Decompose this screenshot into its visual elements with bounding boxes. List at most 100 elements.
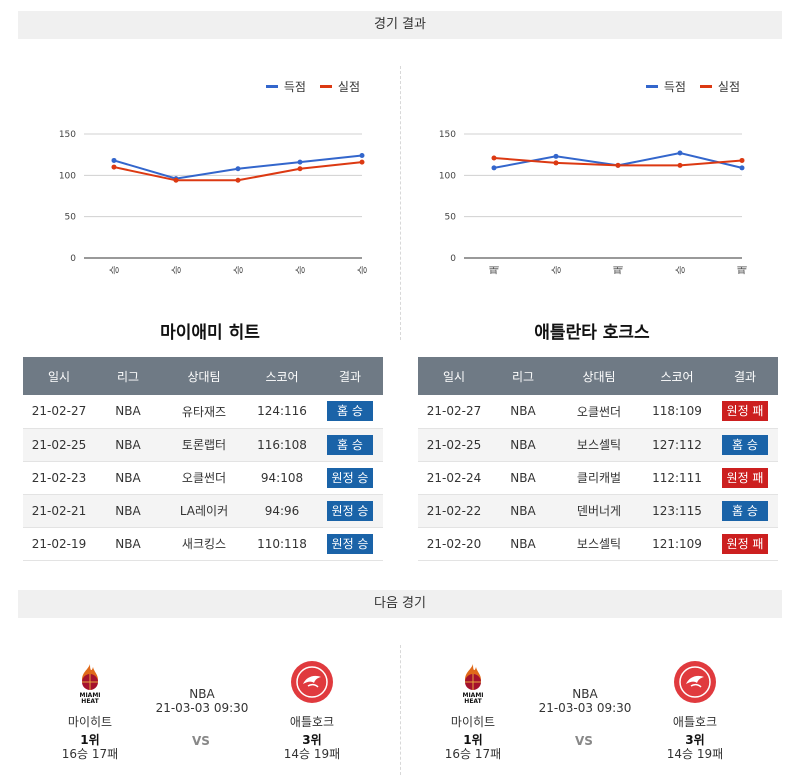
legend-conceded-swatch xyxy=(319,85,332,88)
x-tick-label: 승 xyxy=(357,265,369,274)
chart-heat-svg: 0 50 100 150 승 승 승 승 승 xyxy=(59,130,369,275)
result-cell: 원정 승 xyxy=(317,494,383,528)
team-title-hawks: 애틀란타 호크스 xyxy=(534,323,650,343)
home-team-record: 16승 17패 xyxy=(444,747,502,761)
home-team-info: 마이히트 1위 16승 17패 xyxy=(423,715,523,761)
opponent-cell: LA레이커 xyxy=(161,494,247,528)
column-divider xyxy=(400,66,401,340)
x-tick-label: 승 xyxy=(233,265,245,274)
home-team-logo[interactable]: MIAMI HEAT xyxy=(68,660,112,705)
away-team-info: 애틀호크 3위 14승 19패 xyxy=(262,715,362,761)
away-team-logo[interactable] xyxy=(673,660,717,704)
data-point-conceded xyxy=(553,160,559,166)
date-cell: 21-02-23 xyxy=(23,461,95,495)
data-point-conceded xyxy=(235,177,241,183)
data-point-conceded xyxy=(491,155,497,161)
svg-text:HEAT: HEAT xyxy=(464,698,482,704)
result-badge: 원정 승 xyxy=(327,533,373,554)
data-point-scored xyxy=(491,165,497,171)
table-header-row: 일시 리그 상대팀 스코어 결과 xyxy=(418,357,778,395)
result-cell: 원정 패 xyxy=(712,395,778,429)
date-cell: 21-02-25 xyxy=(418,428,490,462)
date-cell: 21-02-20 xyxy=(418,527,490,561)
match-info: NBA 21-03-03 09:30 xyxy=(150,687,254,715)
data-point-conceded xyxy=(677,162,683,168)
home-team-rank: 1위 xyxy=(80,733,100,747)
hawks-logo-icon xyxy=(291,661,333,703)
column-header: 결과 xyxy=(712,357,778,395)
date-cell: 21-02-25 xyxy=(23,428,95,462)
x-tick-label: 패 xyxy=(489,265,501,274)
x-tick-label: 패 xyxy=(613,265,625,274)
result-badge: 홈 승 xyxy=(327,434,373,455)
chart-hawks-svg: 0 50 100 150 패 승 패 승 패 xyxy=(439,130,749,275)
next-column-divider xyxy=(400,645,401,775)
result-cell: 홈 승 xyxy=(712,428,778,462)
opponent-cell: 클리캐벌 xyxy=(556,461,642,495)
data-point-scored xyxy=(677,150,683,156)
legend-conceded-swatch xyxy=(699,85,712,88)
data-point-conceded xyxy=(173,177,179,183)
x-tick-label: 승 xyxy=(171,265,183,274)
date-cell: 21-02-19 xyxy=(23,527,95,561)
legend-conceded-label: 실점 xyxy=(337,80,360,94)
team-title-heat: 마이애미 히트 xyxy=(160,323,260,343)
result-badge: 원정 승 xyxy=(327,500,373,521)
league-cell: NBA xyxy=(95,428,161,462)
y-tick-label: 50 xyxy=(65,213,77,223)
legend-scored[interactable]: 득점 xyxy=(645,78,686,95)
league-cell: NBA xyxy=(490,428,556,462)
match-info: NBA 21-03-03 09:30 xyxy=(533,687,637,715)
column-header: 일시 xyxy=(23,357,95,395)
league-cell: NBA xyxy=(490,527,556,561)
table-row: 21-02-21 NBA LA레이커 94:96 원정 승 xyxy=(23,494,383,528)
x-tick-label: 승 xyxy=(109,265,121,274)
data-point-scored xyxy=(297,159,303,165)
legend-conceded[interactable]: 실점 xyxy=(319,78,360,95)
y-tick-label: 100 xyxy=(59,171,76,181)
data-point-scored xyxy=(739,165,745,171)
result-cell: 원정 승 xyxy=(317,527,383,561)
data-point-scored xyxy=(553,153,559,159)
result-badge: 원정 패 xyxy=(722,533,768,554)
svg-text:MIAMI: MIAMI xyxy=(79,692,100,699)
column-header: 스코어 xyxy=(642,357,712,395)
column-header: 결과 xyxy=(317,357,383,395)
opponent-cell: 새크킹스 xyxy=(161,527,247,561)
away-team-rank: 3위 xyxy=(685,733,705,747)
table-header-row: 일시 리그 상대팀 스코어 결과 xyxy=(23,357,383,395)
result-cell: 원정 패 xyxy=(712,461,778,495)
next-section-title: 다음 경기 xyxy=(18,590,782,618)
y-tick-label: 100 xyxy=(439,171,456,181)
data-point-conceded xyxy=(615,162,621,168)
league-cell: NBA xyxy=(490,461,556,495)
home-team-info: 마이히트 1위 16승 17패 xyxy=(40,715,140,761)
data-point-conceded xyxy=(739,157,745,163)
results-section-title: 경기 결과 xyxy=(18,11,782,39)
away-team-logo[interactable] xyxy=(290,660,334,704)
vs-label: VS xyxy=(575,734,593,748)
result-badge: 홈 승 xyxy=(327,401,373,422)
date-cell: 21-02-27 xyxy=(23,395,95,429)
table-row: 21-02-22 NBA 덴버너게 123:115 홈 승 xyxy=(418,494,778,528)
home-team-rank: 1위 xyxy=(463,733,483,747)
results-table-heat: 일시 리그 상대팀 스코어 결과 21-02-27 NBA 유타재즈 124:116 홈 승 21-… xyxy=(23,357,383,561)
home-team-logo[interactable]: MIAMI HEAT xyxy=(451,660,495,705)
legend-conceded[interactable]: 실점 xyxy=(699,78,740,95)
league-cell: NBA xyxy=(95,395,161,429)
legend-scored[interactable]: 득점 xyxy=(265,78,306,95)
table-row: 21-02-27 NBA 오클썬더 118:109 원정 패 xyxy=(418,395,778,429)
score-cell: 110:118 xyxy=(247,527,317,561)
table-row: 21-02-24 NBA 클리캐벌 112:111 원정 패 xyxy=(418,461,778,495)
x-tick-label: 패 xyxy=(737,265,749,274)
away-team-info: 애틀호크 3위 14승 19패 xyxy=(645,715,745,761)
svg-text:MIAMI: MIAMI xyxy=(462,692,483,699)
y-tick-label: 50 xyxy=(445,213,457,223)
column-header: 상대팀 xyxy=(556,357,642,395)
away-team-name: 애틀호크 xyxy=(289,715,335,729)
score-cell: 127:112 xyxy=(642,428,712,462)
chart-legend: 득점 실점 xyxy=(265,78,360,95)
heat-logo-icon: MIAMI HEAT xyxy=(462,664,484,705)
data-point-conceded xyxy=(297,166,303,172)
chart-hawks: 득점 실점 0 50 100 150 패 승 패 승 패 xyxy=(420,60,750,290)
